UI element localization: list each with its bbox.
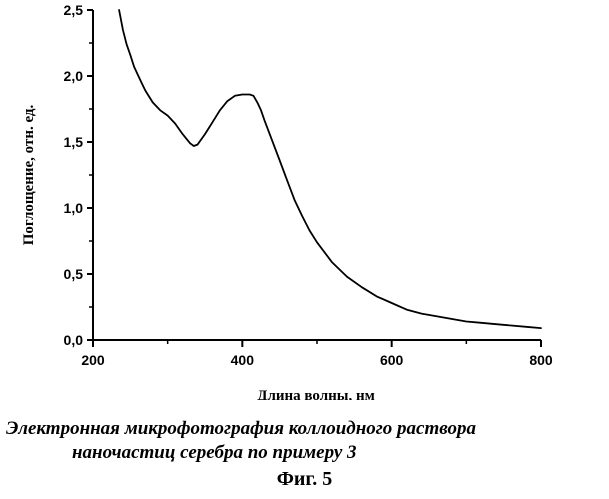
y-tick-label: 1,5 [64,134,84,150]
x-tick-label: 600 [380,352,404,368]
y-axis-title: Поглощение, отн. ед. [21,105,37,246]
caption-line-1: Электронная микрофотография коллоидного … [6,418,609,440]
y-tick-label: 1,0 [64,200,84,216]
x-axis-title: Длина волны, нм [257,388,375,400]
x-tick-label: 800 [529,352,553,368]
y-tick-label: 0,5 [64,266,84,282]
x-tick-label: 200 [81,352,105,368]
series-layer [119,10,541,328]
axes [93,10,541,340]
figure-label: Фиг. 5 [0,467,609,491]
caption-line-2: наночастиц серебра по примеру 3 [72,442,609,464]
absorption-spectrum-line [119,10,541,328]
y-tick-label: 2,5 [64,2,84,18]
absorption-chart: 200 400 600 800 0,0 0,5 1,0 1,5 2,0 2,5 Длина вол… [0,0,609,400]
ticks: 200 400 600 800 0,0 0,5 1,0 1,5 2,0 2,5 [64,2,553,368]
x-tick-label: 400 [231,352,255,368]
y-tick-label: 2,0 [64,68,84,84]
y-tick-label: 0,0 [64,332,84,348]
